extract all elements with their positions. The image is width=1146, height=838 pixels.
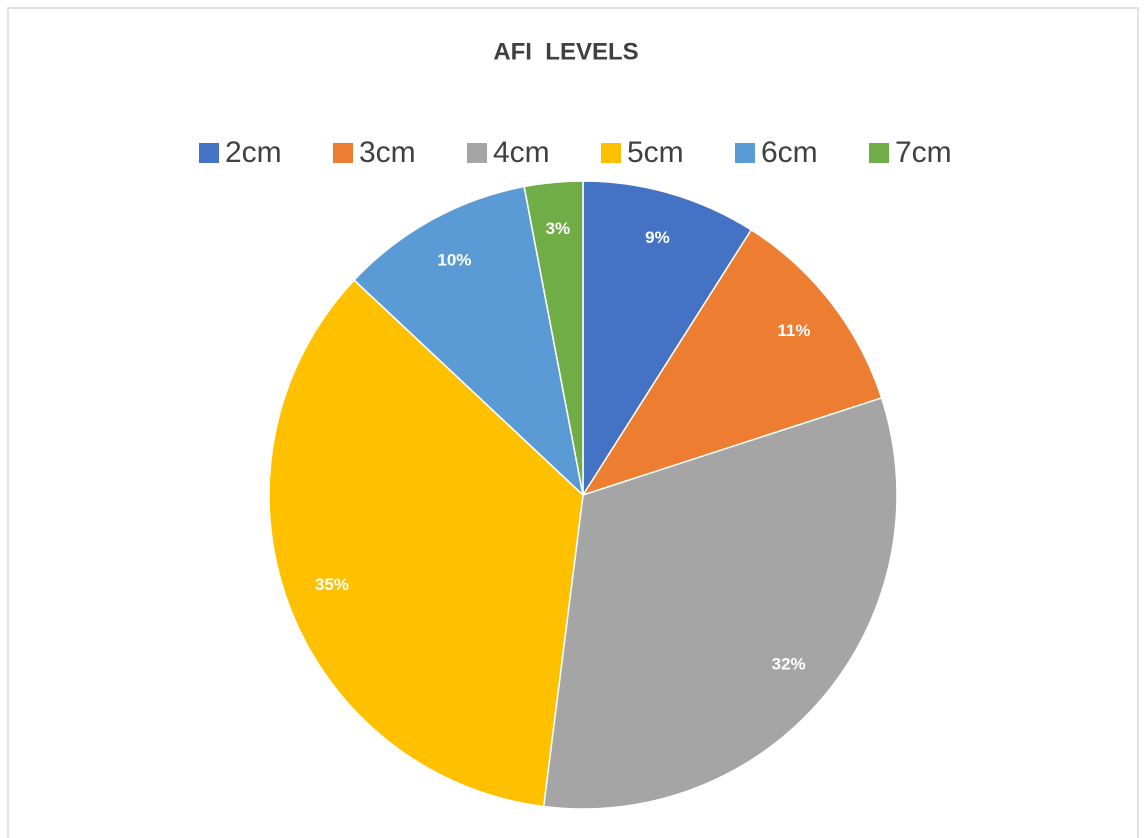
legend-swatch bbox=[467, 143, 487, 163]
pie-slice bbox=[582, 180, 753, 498]
legend-swatch bbox=[735, 143, 755, 163]
data-label: 9% bbox=[645, 228, 670, 247]
pie-slice bbox=[268, 278, 584, 808]
pie-slice bbox=[353, 185, 585, 498]
legend-swatch bbox=[601, 143, 621, 163]
data-label: 11% bbox=[777, 321, 810, 340]
pie-slice bbox=[581, 228, 883, 497]
legend-label: 4cm bbox=[493, 136, 550, 169]
legend-label: 7cm bbox=[895, 136, 952, 169]
data-label: 32% bbox=[772, 655, 806, 674]
legend-swatch bbox=[869, 143, 889, 163]
data-label: 10% bbox=[437, 251, 471, 270]
legend-label: 2cm bbox=[225, 136, 282, 169]
chart-title: AFI LEVELS bbox=[493, 38, 638, 65]
pie-slice bbox=[523, 180, 584, 496]
legend-swatch bbox=[199, 143, 219, 163]
data-label: 3% bbox=[546, 219, 571, 238]
legend-label: 5cm bbox=[627, 136, 684, 169]
data-label: 35% bbox=[315, 575, 349, 594]
legend-label: 3cm bbox=[359, 136, 416, 169]
legend-swatch bbox=[333, 143, 353, 163]
pie-slice bbox=[542, 397, 898, 810]
legend-label: 6cm bbox=[761, 136, 818, 169]
